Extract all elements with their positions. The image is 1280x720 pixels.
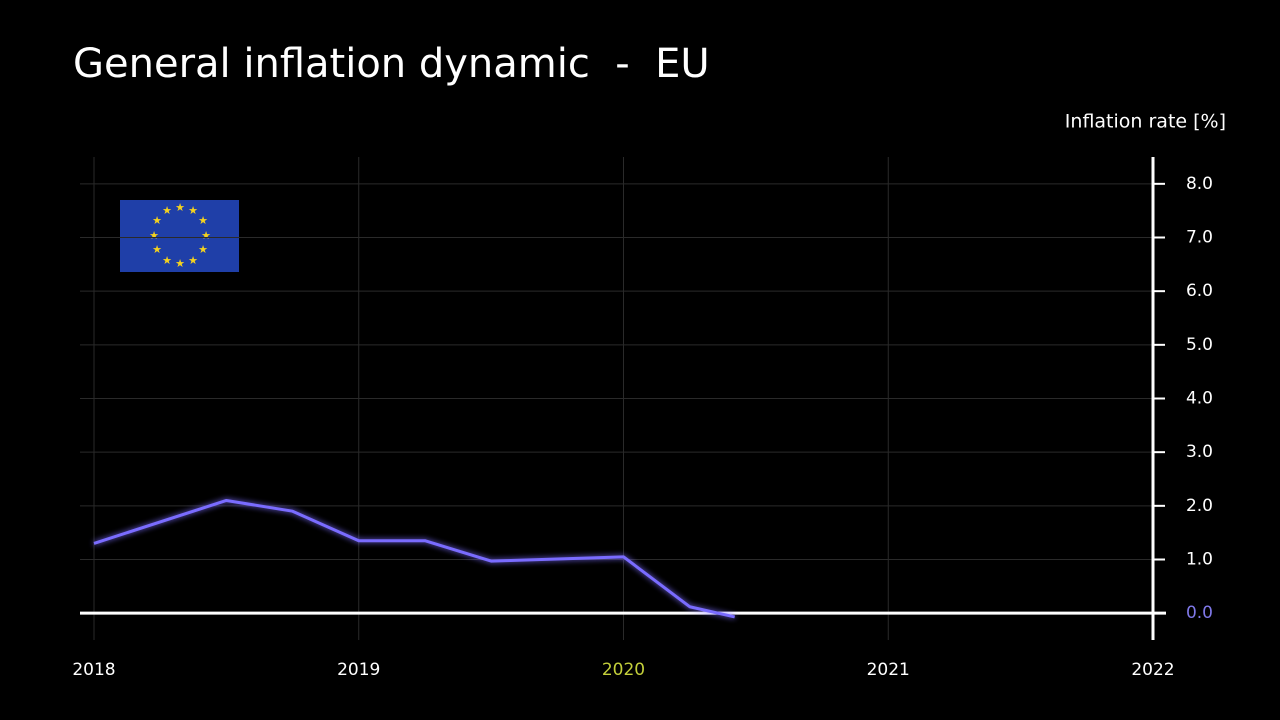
plot: 2018 2019 2020 2021 2022 0.0 1.0 2.0 3.0 4.0 5.0 6.… bbox=[72, 157, 1213, 680]
y-tick-label: 1.0 bbox=[1186, 550, 1213, 570]
svg-text:★: ★ bbox=[201, 229, 211, 242]
x-tick-label: 2022 bbox=[1131, 660, 1174, 680]
chart-title: General inflation dynamic - EU bbox=[73, 41, 710, 87]
svg-text:★: ★ bbox=[198, 243, 208, 256]
x-tick-label: 2018 bbox=[72, 660, 115, 680]
data-line bbox=[93, 498, 736, 619]
svg-text:★: ★ bbox=[175, 201, 185, 214]
svg-text:★: ★ bbox=[162, 204, 172, 217]
y-tick-label: 4.0 bbox=[1186, 389, 1213, 409]
svg-text:★: ★ bbox=[152, 214, 162, 227]
svg-text:★: ★ bbox=[175, 257, 185, 270]
y-axis-title: Inflation rate [%] bbox=[1065, 111, 1226, 133]
svg-text:★: ★ bbox=[198, 214, 208, 227]
x-tick-label: 2019 bbox=[337, 660, 380, 680]
svg-text:★: ★ bbox=[152, 243, 162, 256]
x-tick-label: 2020 bbox=[602, 660, 645, 680]
y-tick-label: 5.0 bbox=[1186, 335, 1213, 355]
x-tick-label: 2021 bbox=[867, 660, 910, 680]
svg-text:★: ★ bbox=[188, 254, 198, 267]
eu-flag: ★ ★ ★★ ★★ ★★ ★★ ★★ bbox=[120, 200, 239, 272]
svg-text:★: ★ bbox=[162, 254, 172, 267]
y-tick-label: 2.0 bbox=[1186, 496, 1213, 516]
svg-text:★: ★ bbox=[188, 204, 198, 217]
y-tick-label: 8.0 bbox=[1186, 174, 1213, 194]
svg-text:★: ★ bbox=[149, 229, 159, 242]
y-tick-label: 0.0 bbox=[1186, 603, 1213, 623]
y-tick-label: 3.0 bbox=[1186, 442, 1213, 462]
y-tick-label: 6.0 bbox=[1186, 281, 1213, 301]
y-tick-label: 7.0 bbox=[1186, 228, 1213, 248]
